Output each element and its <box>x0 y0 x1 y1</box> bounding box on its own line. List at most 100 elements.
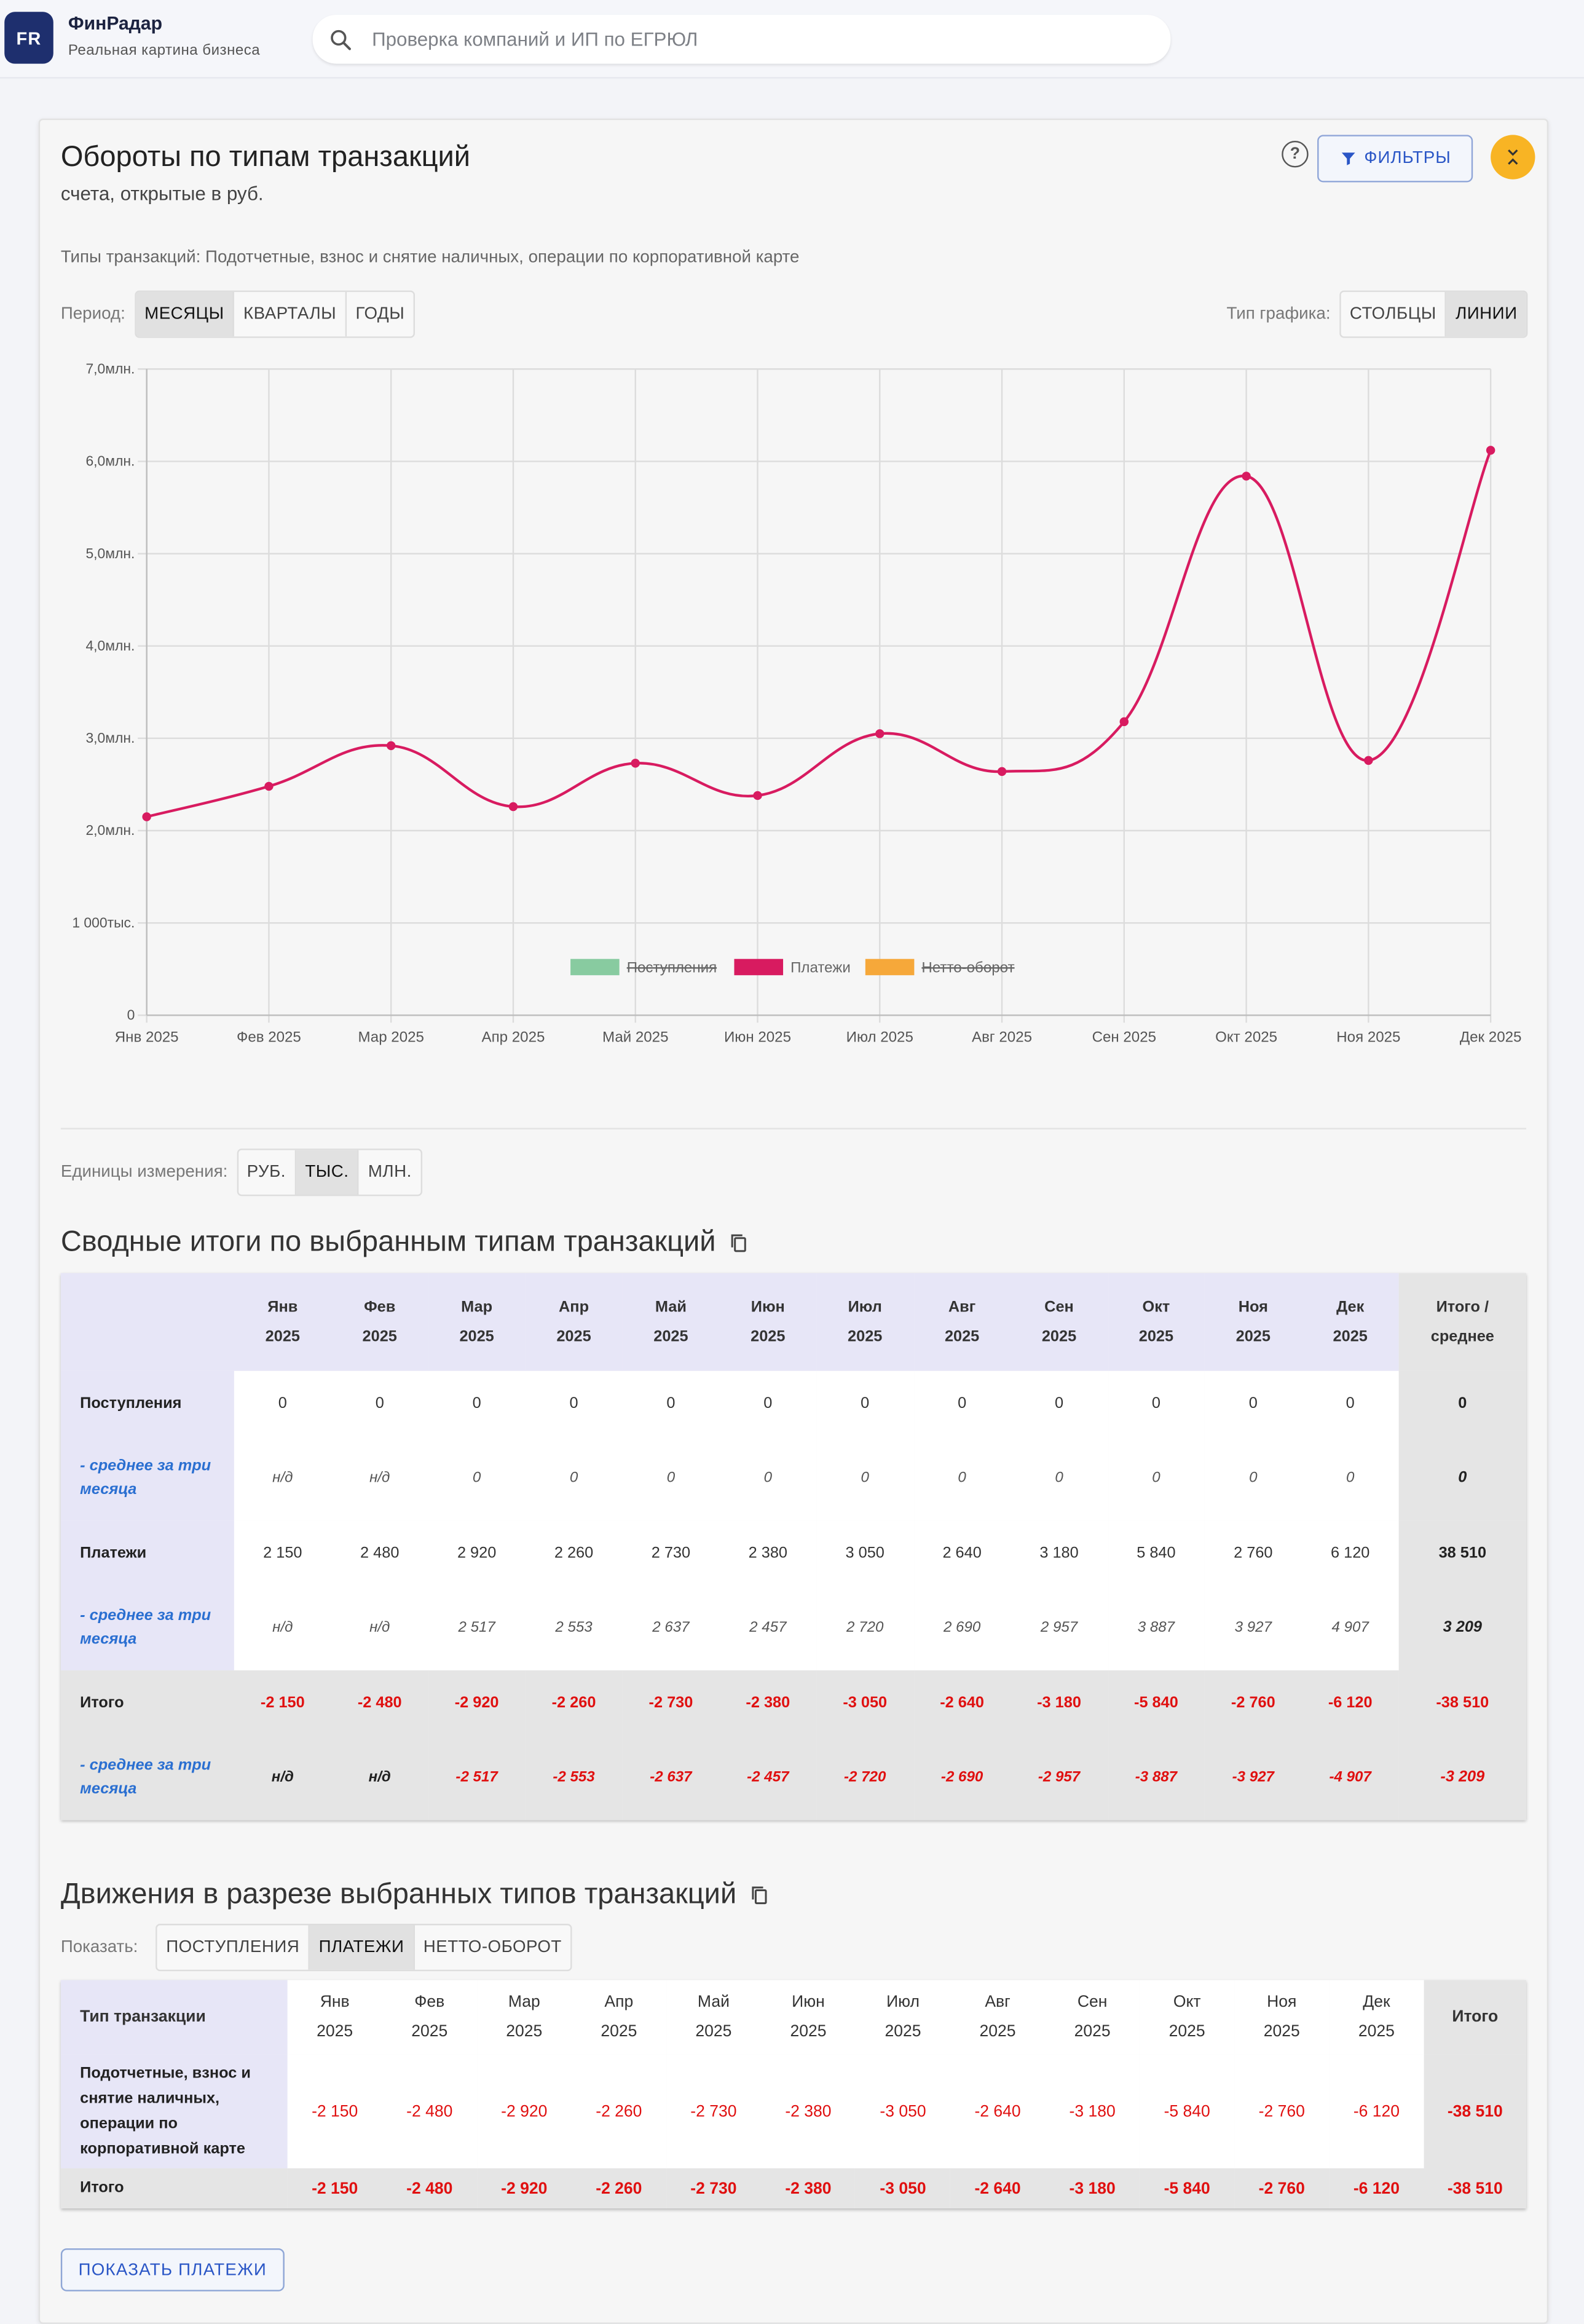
chart-type-option[interactable]: ЛИНИИ <box>1446 291 1526 337</box>
show-option[interactable]: НЕТТО-ОБОРОТ <box>423 1939 562 1957</box>
table-cell: 2 920 <box>428 1520 526 1584</box>
summary-row: - среднее за три месяца н/д н/д 0 0 0 0 0 0 0 0 0 0 0 <box>60 1434 1526 1521</box>
units-option[interactable]: РУБ. <box>238 1150 296 1195</box>
table-cell: -2 457 <box>719 1734 817 1820</box>
brand-name[interactable]: ФинРадар <box>68 13 163 34</box>
summary-row: - среднее за три месяца н/д н/д 2 517 2 553 2… <box>60 1584 1526 1670</box>
table-cell: -2 517 <box>428 1734 526 1820</box>
month-year: 2025 <box>751 1327 786 1346</box>
table-cell: 4 907 <box>1301 1584 1399 1670</box>
show-label: Показать: <box>60 1939 138 1957</box>
y-tick-label: 2,0млн. <box>85 822 135 838</box>
y-tick-label: 0 <box>127 1007 135 1023</box>
table-cell: 0 <box>1301 1370 1399 1435</box>
units-label: Единицы измерения: <box>60 1163 228 1182</box>
collapse-button[interactable] <box>1491 135 1535 180</box>
month-header: Июн 2025 <box>719 1273 817 1371</box>
legend-label[interactable]: Платежи <box>790 959 851 976</box>
filter-icon <box>1341 152 1355 165</box>
copy-icon[interactable] <box>748 1883 770 1908</box>
y-tick-label: 5,0млн. <box>85 545 135 561</box>
units-control: Единицы измерения: РУБ. ТЫС. МЛН. <box>61 1148 422 1196</box>
search-input[interactable]: Проверка компаний и ИП по ЕГРЮЛ <box>312 15 1171 64</box>
month-name: Апр <box>604 1993 634 2012</box>
month-name: Янв <box>320 1993 350 2012</box>
show-payments-button[interactable]: ПОКАЗАТЬ ПЛАТЕЖИ <box>60 2248 285 2291</box>
table-cell: 0 <box>622 1434 720 1521</box>
table-cell: 2 640 <box>913 1520 1011 1584</box>
period-control: Период: МЕСЯЦЫ КВАРТАЛЫ ГОДЫ <box>60 290 416 338</box>
y-tick-label: 3,0млн. <box>85 730 135 746</box>
x-tick-label: Окт 2025 <box>1215 1029 1277 1046</box>
month-year: 2025 <box>506 2023 543 2041</box>
units-option[interactable]: МЛН. <box>368 1163 412 1182</box>
help-icon[interactable]: ? <box>1282 141 1309 168</box>
table-cell: 2 553 <box>525 1584 623 1670</box>
month-year: 2025 <box>556 1327 591 1346</box>
data-point <box>508 802 518 812</box>
footer-cell: -5 840 <box>1140 2168 1235 2208</box>
month-header: Апр 2025 <box>525 1273 623 1371</box>
month-header: Дек 2025 <box>1301 1273 1399 1371</box>
table-cell: 2 690 <box>913 1584 1011 1670</box>
copy-icon[interactable] <box>728 1230 750 1255</box>
show-control: Показать: ПОСТУПЛЕНИЯ ПЛАТЕЖИ НЕТТО-ОБОРОТ <box>60 1924 572 1972</box>
legend-label[interactable]: Поступления <box>627 959 717 976</box>
y-tick-label: 6,0млн. <box>85 453 135 469</box>
table-cell: -3 180 <box>1011 1670 1108 1734</box>
line-chart: 0 1 000тыс. 2,0млн. 3,0млн. 4,0млн. 5,0млн. 6,… <box>72 360 1521 1046</box>
row-total: -3 209 <box>1398 1734 1526 1820</box>
month-header: Июл 2025 <box>856 1980 951 2055</box>
filters-button[interactable]: ФИЛЬТРЫ <box>1317 135 1473 183</box>
legend-label[interactable]: Нетто-оборот <box>921 959 1014 976</box>
month-name: Сен <box>1077 1993 1108 2012</box>
show-option[interactable]: ПОСТУПЛЕНИЯ <box>157 1925 310 1970</box>
row-total: 0 <box>1398 1434 1526 1521</box>
units-option[interactable]: ТЫС. <box>296 1150 360 1195</box>
top-bar: FR ФинРадар Реальная картина бизнеса Про… <box>0 0 1584 79</box>
row-total: 3 209 <box>1398 1584 1526 1670</box>
row-total: 38 510 <box>1398 1520 1526 1584</box>
month-year: 2025 <box>1358 2023 1395 2041</box>
divider <box>60 1128 1526 1129</box>
table-cell: 0 <box>622 1370 720 1435</box>
data-point <box>386 741 396 751</box>
x-tick-label: Май 2025 <box>602 1029 669 1046</box>
table-cell: -4 907 <box>1301 1734 1399 1820</box>
data-point <box>1486 446 1495 455</box>
month-header: Авг 2025 <box>913 1273 1011 1371</box>
footer-cell: -3 050 <box>856 2168 951 2208</box>
movements-table: Тип транзакции Янв 2025 Фев 2025 Мар 2025 Апр 20… <box>60 1980 1526 2208</box>
month-name: Дек <box>1363 1993 1390 2012</box>
table-cell: 0 <box>719 1370 817 1435</box>
month-header: Окт 2025 <box>1107 1273 1205 1371</box>
logo[interactable]: FR <box>4 12 53 64</box>
x-tick-label: Фев 2025 <box>237 1029 301 1046</box>
legend-swatch[interactable] <box>570 958 620 976</box>
period-option[interactable]: ГОДЫ <box>355 305 405 323</box>
data-point <box>142 812 151 821</box>
table-cell: 2 637 <box>622 1584 720 1670</box>
search-icon <box>331 30 351 50</box>
row-label: Подотчетные, взнос и снятие наличных, оп… <box>60 2054 288 2168</box>
search-placeholder: Проверка компаний и ИП по ЕГРЮЛ <box>372 28 698 50</box>
month-header: Сен 2025 <box>1045 1980 1140 2055</box>
period-option[interactable]: КВАРТАЛЫ <box>235 291 347 337</box>
data-point <box>753 791 762 800</box>
legend-swatch[interactable] <box>734 958 784 976</box>
summary-table: Янв 2025 Фев 2025 Мар 2025 Апр 2025 Май 2025 Июн 20… <box>60 1273 1526 1820</box>
x-tick-label: Ноя 2025 <box>1336 1029 1400 1046</box>
series-line-payments <box>146 449 1492 818</box>
period-label: Период: <box>60 305 125 323</box>
month-header: Июл 2025 <box>816 1273 914 1371</box>
table-cell: 0 <box>816 1434 914 1521</box>
show-option[interactable]: ПЛАТЕЖИ <box>310 1925 415 1970</box>
month-header: Окт 2025 <box>1140 1980 1235 2055</box>
month-year: 2025 <box>979 2023 1016 2041</box>
month-year: 2025 <box>265 1327 300 1346</box>
table-cell: 2 760 <box>1204 1520 1302 1584</box>
chart-type-option[interactable]: СТОЛБЦЫ <box>1341 291 1447 337</box>
period-option[interactable]: МЕСЯЦЫ <box>135 291 235 337</box>
legend-swatch[interactable] <box>865 958 915 976</box>
table-cell: 6 120 <box>1301 1520 1399 1584</box>
